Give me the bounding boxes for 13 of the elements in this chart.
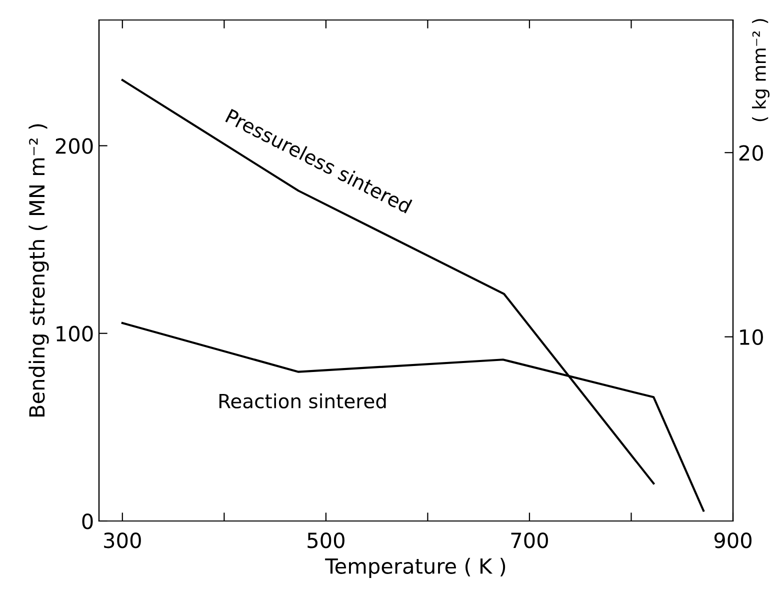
y-tick-label: 0 bbox=[82, 513, 93, 530]
x-axis-title: Temperature ( K ) bbox=[325, 558, 506, 578]
y2-tick-label: 20 bbox=[739, 145, 763, 161]
x-tick-label: 300 bbox=[104, 532, 141, 548]
x-tick-label: 700 bbox=[511, 532, 548, 548]
y2-tick-label: 10 bbox=[740, 329, 763, 346]
y-axis-title: Bending strength ( MN m⁻² ) bbox=[28, 124, 49, 416]
y2-axis-title: ( kg mm⁻² ) bbox=[752, 19, 770, 122]
y-tick-label: 200 bbox=[56, 138, 93, 154]
x-tick-label: 900 bbox=[714, 532, 752, 548]
x-tick-label: 500 bbox=[308, 532, 344, 548]
series-label: Reaction sintered bbox=[219, 393, 386, 408]
y-tick-label: 100 bbox=[56, 326, 93, 342]
